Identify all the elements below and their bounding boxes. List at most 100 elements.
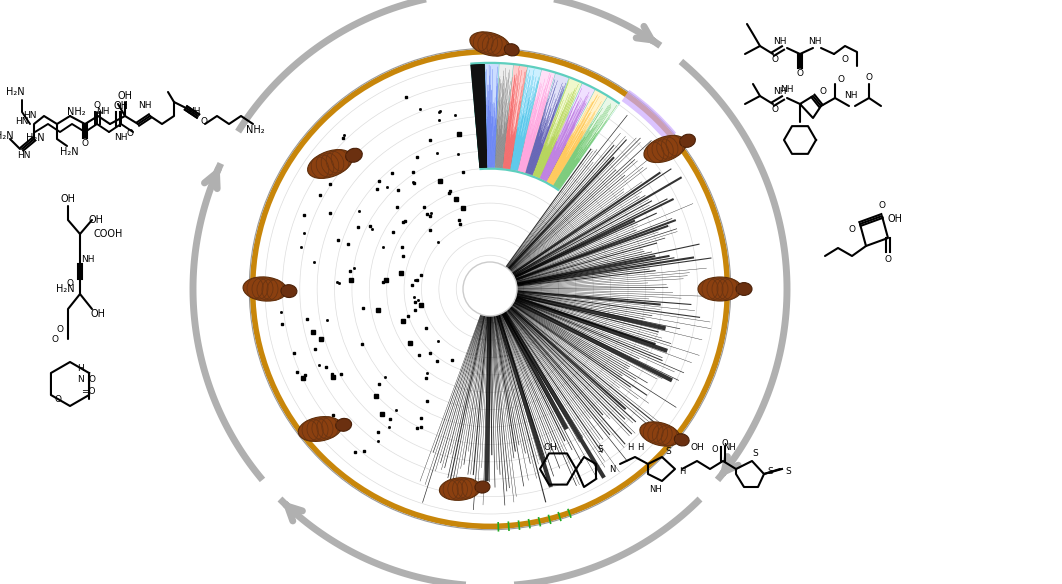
Ellipse shape xyxy=(475,481,490,493)
Wedge shape xyxy=(552,101,601,185)
Wedge shape xyxy=(534,100,564,176)
Wedge shape xyxy=(506,66,519,169)
Wedge shape xyxy=(547,135,571,182)
Wedge shape xyxy=(496,84,500,168)
Wedge shape xyxy=(560,117,610,189)
Wedge shape xyxy=(515,117,527,170)
Wedge shape xyxy=(517,77,538,171)
Wedge shape xyxy=(503,116,510,168)
Wedge shape xyxy=(513,116,523,169)
Wedge shape xyxy=(554,112,600,186)
Wedge shape xyxy=(517,81,538,171)
Text: S: S xyxy=(752,450,758,458)
Wedge shape xyxy=(516,118,528,171)
Wedge shape xyxy=(528,130,542,173)
Wedge shape xyxy=(534,145,546,176)
Wedge shape xyxy=(501,69,510,168)
Wedge shape xyxy=(539,106,572,178)
Wedge shape xyxy=(551,131,583,184)
Wedge shape xyxy=(530,143,542,175)
Wedge shape xyxy=(498,89,503,168)
Wedge shape xyxy=(476,119,480,168)
Wedge shape xyxy=(511,75,528,169)
Wedge shape xyxy=(538,147,552,178)
Wedge shape xyxy=(531,126,548,175)
Wedge shape xyxy=(539,112,569,178)
Text: H₂N: H₂N xyxy=(55,284,74,294)
Wedge shape xyxy=(542,147,556,179)
Text: OH: OH xyxy=(690,443,704,451)
Wedge shape xyxy=(508,131,513,169)
Wedge shape xyxy=(548,147,567,182)
Wedge shape xyxy=(543,103,579,179)
Wedge shape xyxy=(545,103,585,181)
Wedge shape xyxy=(541,142,558,179)
Wedge shape xyxy=(512,93,527,169)
Wedge shape xyxy=(513,76,530,169)
Wedge shape xyxy=(470,64,487,168)
Wedge shape xyxy=(510,69,527,169)
Wedge shape xyxy=(533,130,550,175)
Wedge shape xyxy=(497,83,501,168)
Wedge shape xyxy=(536,92,572,177)
Wedge shape xyxy=(531,86,564,175)
Wedge shape xyxy=(537,88,576,177)
Wedge shape xyxy=(521,128,533,172)
Ellipse shape xyxy=(674,434,689,446)
Text: O: O xyxy=(885,255,891,263)
Wedge shape xyxy=(504,93,514,168)
Wedge shape xyxy=(520,134,530,171)
Wedge shape xyxy=(547,134,572,182)
Wedge shape xyxy=(512,70,530,169)
Wedge shape xyxy=(533,79,569,175)
Wedge shape xyxy=(500,133,502,168)
Wedge shape xyxy=(537,135,555,177)
Wedge shape xyxy=(493,110,494,168)
Wedge shape xyxy=(504,75,515,168)
Wedge shape xyxy=(503,102,511,168)
Wedge shape xyxy=(534,143,548,176)
Wedge shape xyxy=(509,131,514,169)
Wedge shape xyxy=(558,140,590,188)
Wedge shape xyxy=(520,135,531,172)
Wedge shape xyxy=(514,69,534,170)
Wedge shape xyxy=(509,131,514,169)
Wedge shape xyxy=(485,111,486,168)
Wedge shape xyxy=(520,109,537,172)
Wedge shape xyxy=(556,105,611,187)
Wedge shape xyxy=(521,98,543,172)
Wedge shape xyxy=(509,101,519,169)
Wedge shape xyxy=(502,77,513,168)
Wedge shape xyxy=(521,100,541,172)
Wedge shape xyxy=(518,120,531,171)
Wedge shape xyxy=(516,86,535,171)
Wedge shape xyxy=(541,96,579,179)
Wedge shape xyxy=(513,113,524,170)
Wedge shape xyxy=(516,107,530,171)
Text: S: S xyxy=(785,467,791,475)
Wedge shape xyxy=(507,71,519,169)
Wedge shape xyxy=(504,78,516,168)
Wedge shape xyxy=(497,135,498,168)
Wedge shape xyxy=(483,112,485,168)
Wedge shape xyxy=(551,117,590,184)
Wedge shape xyxy=(512,116,523,169)
Wedge shape xyxy=(517,133,526,171)
Wedge shape xyxy=(478,70,483,168)
Wedge shape xyxy=(546,143,566,182)
Wedge shape xyxy=(553,124,592,186)
Wedge shape xyxy=(519,124,531,171)
Wedge shape xyxy=(556,160,575,187)
Wedge shape xyxy=(556,125,598,187)
Wedge shape xyxy=(523,85,546,172)
Wedge shape xyxy=(543,128,568,180)
Wedge shape xyxy=(494,118,496,168)
Wedge shape xyxy=(534,118,556,176)
Wedge shape xyxy=(535,128,555,176)
Text: NH: NH xyxy=(97,106,109,116)
Text: O: O xyxy=(820,88,826,96)
Wedge shape xyxy=(530,83,563,175)
Wedge shape xyxy=(477,68,483,168)
Wedge shape xyxy=(511,67,542,171)
Wedge shape xyxy=(539,135,559,178)
